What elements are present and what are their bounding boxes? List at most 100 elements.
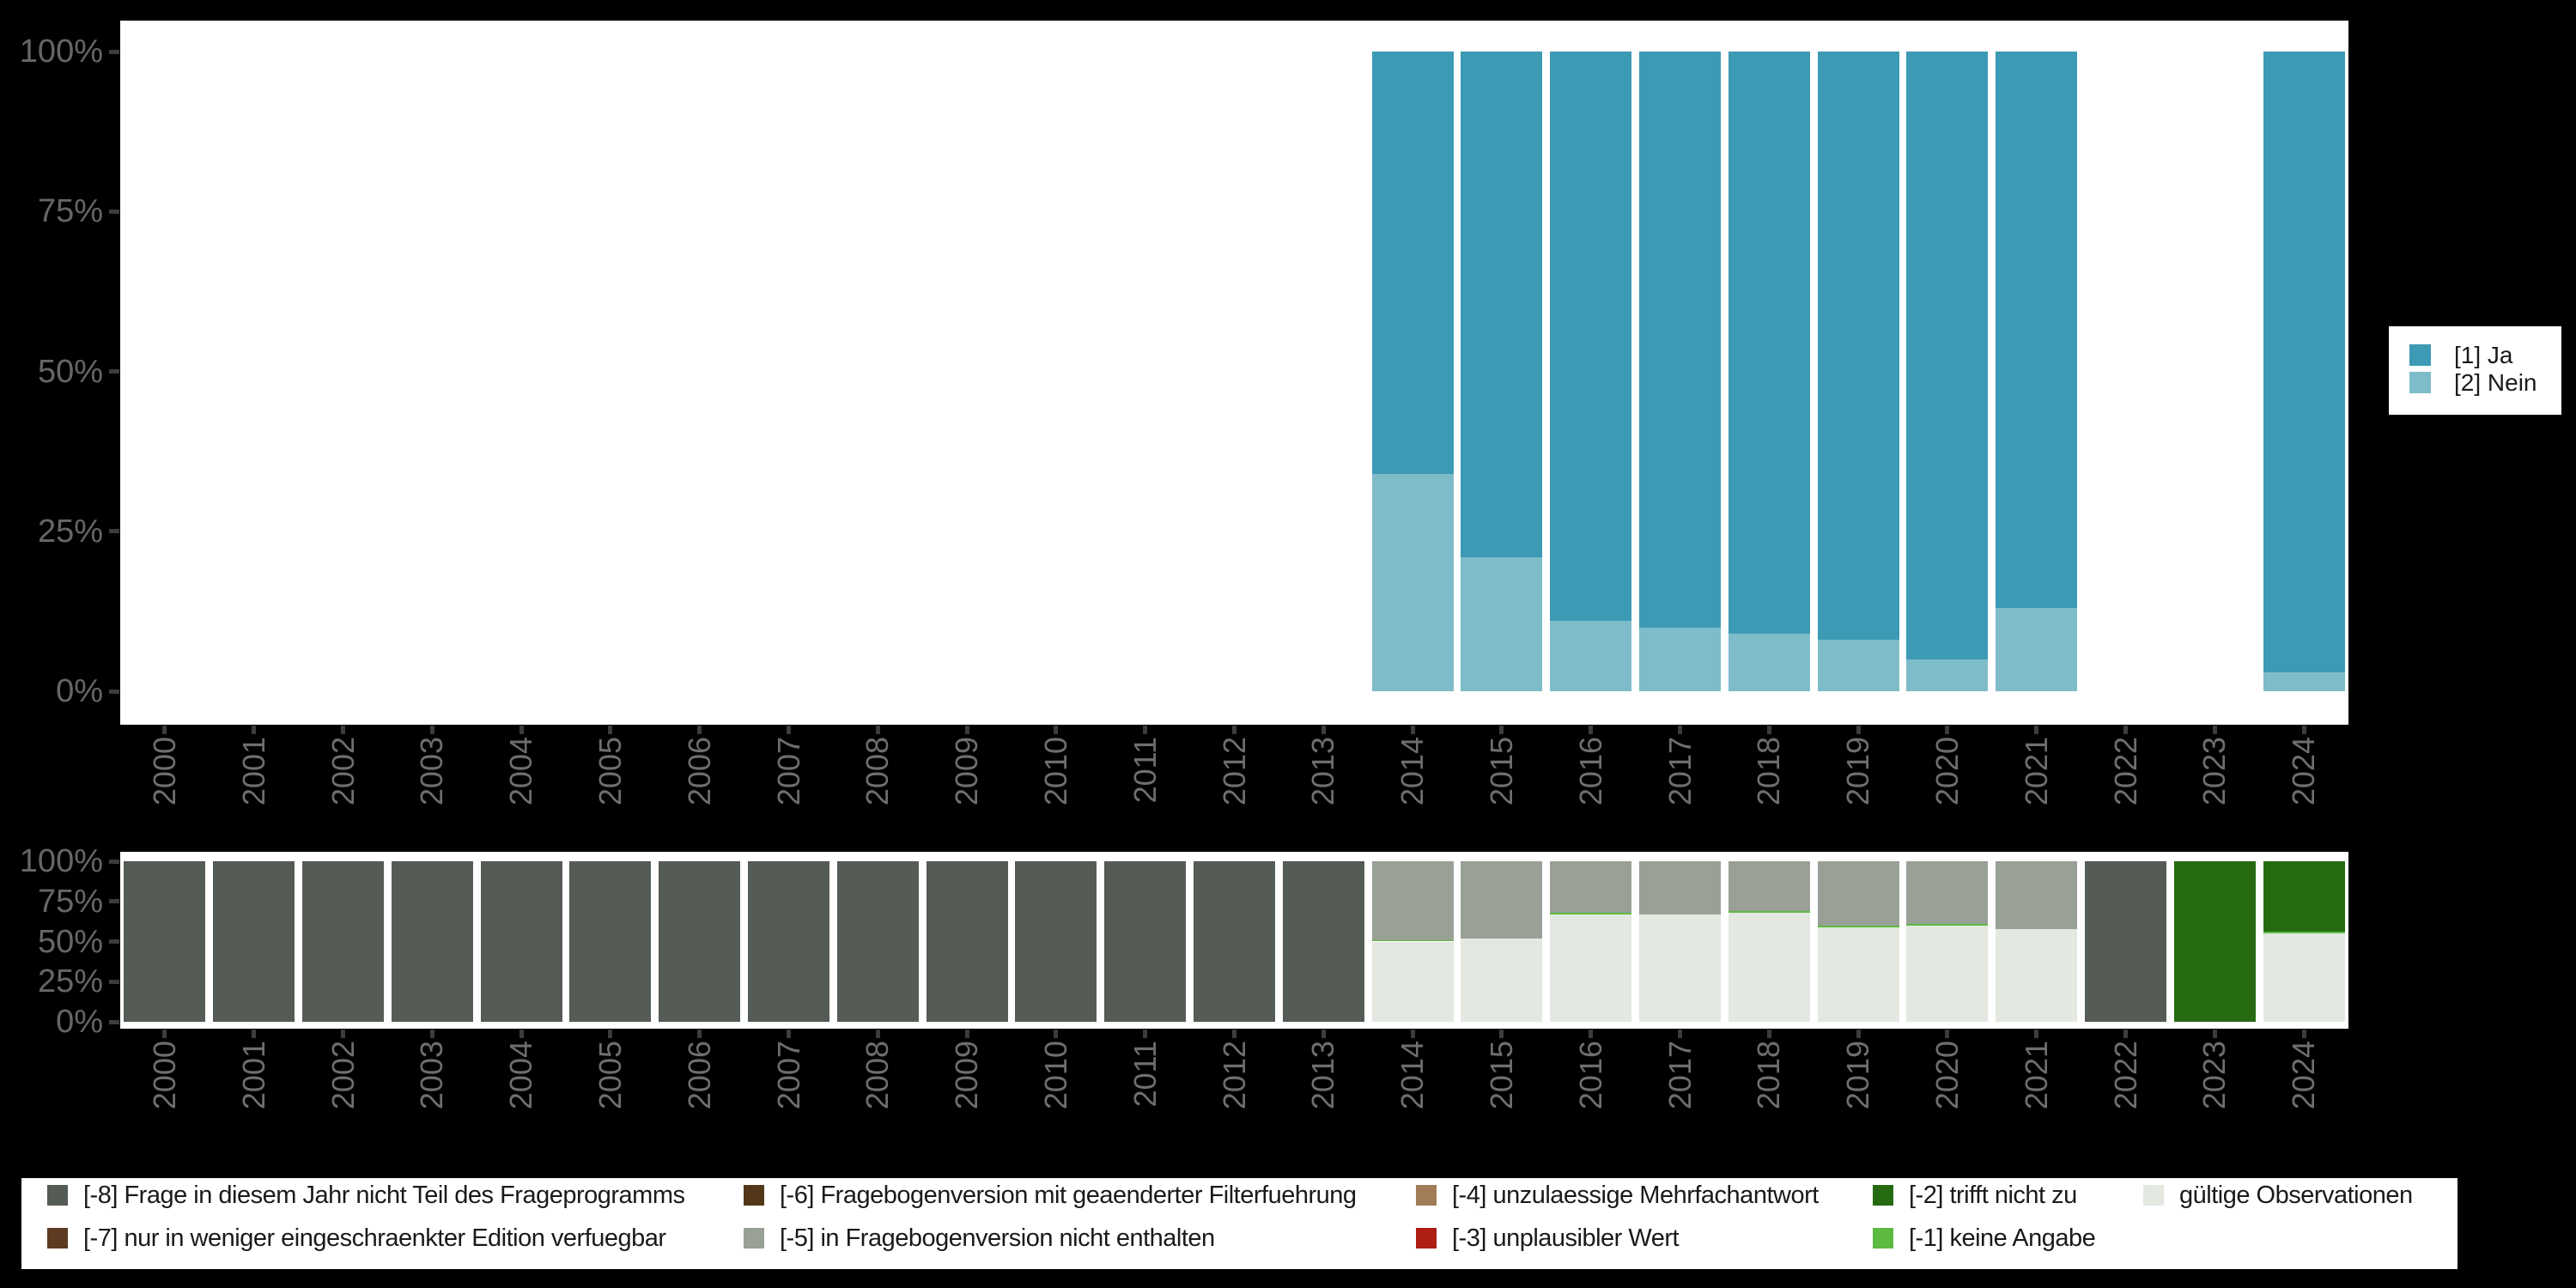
legend-key-m7 <box>47 1228 68 1249</box>
top-x-axis-label: 2004 <box>503 737 539 806</box>
bar-segment-m8-2012 <box>1194 861 1275 1022</box>
bar-segment-m5-2021 <box>1996 861 2078 929</box>
bar-segment-ja-2015 <box>1461 52 1543 557</box>
top-x-axis-label: 2009 <box>949 737 985 806</box>
bottom-x-axis-tick <box>1766 1030 1771 1038</box>
top-y-axis-tick <box>109 49 119 54</box>
bottom-x-axis-tick <box>1143 1030 1148 1038</box>
bottom-y-axis-label: 25% <box>37 963 103 1000</box>
top-x-axis-label: 2002 <box>325 737 361 806</box>
bottom-x-axis-tick <box>1054 1030 1059 1038</box>
bar-segment-m8-2010 <box>1015 861 1097 1022</box>
bottom-y-axis-label: 50% <box>37 923 103 960</box>
bottom-x-axis-tick <box>162 1030 167 1038</box>
top-x-axis-label: 2019 <box>1840 737 1876 806</box>
bottom-y-axis-tick <box>109 859 119 864</box>
bar-segment-valid-2024 <box>2263 933 2345 1022</box>
bottom-x-axis-label: 2006 <box>681 1041 717 1110</box>
top-x-axis-label: 2006 <box>681 737 717 806</box>
bar-segment-m8-2008 <box>836 861 919 1022</box>
bar-segment-nein-2015 <box>1461 556 1543 691</box>
top-y-axis-label: 100% <box>19 33 103 70</box>
bottom-x-axis-tick <box>964 1030 969 1038</box>
bottom-x-axis-label: 2010 <box>1037 1041 1073 1110</box>
bar-segment-m1-2020 <box>1906 923 1989 926</box>
top-y-axis-label: 50% <box>37 353 103 390</box>
top-x-axis-label: 2007 <box>770 737 806 806</box>
top-x-axis-tick <box>429 726 434 734</box>
legend-key-valid <box>2143 1185 2164 1206</box>
top-x-axis-tick <box>1410 726 1415 734</box>
top-x-axis-tick <box>2301 726 2306 734</box>
bar-segment-nein-2017 <box>1639 627 1721 691</box>
top-x-axis-tick <box>341 726 345 734</box>
bar-segment-m8-2007 <box>748 861 829 1022</box>
bar-segment-nein-2016 <box>1550 621 1632 691</box>
bar-segment-m5-2017 <box>1639 861 1721 914</box>
top-x-axis-label: 2008 <box>860 737 896 806</box>
legend-label-ja: [1] Ja <box>2454 342 2513 368</box>
bottom-x-axis-label: 2011 <box>1127 1041 1163 1108</box>
top-x-axis-label: 2011 <box>1127 737 1163 804</box>
bottom-x-axis-tick <box>875 1030 880 1038</box>
legend-label-m3: [-3] unplausibler Wert <box>1452 1224 1680 1252</box>
bottom-x-axis-tick <box>697 1030 702 1038</box>
bottom-x-axis-tick <box>252 1030 257 1038</box>
bottom-x-axis-label: 2000 <box>146 1041 182 1110</box>
bar-segment-valid-2015 <box>1461 938 1543 1022</box>
bar-segment-m8-2001 <box>213 861 295 1022</box>
top-x-axis-label: 2005 <box>592 737 628 806</box>
bar-segment-m2-2023 <box>2173 861 2256 1022</box>
bar-segment-m5-2020 <box>1906 861 1989 924</box>
bottom-x-axis-tick <box>1678 1030 1682 1038</box>
top-x-axis-label: 2012 <box>1216 737 1252 806</box>
top-y-axis-tick <box>109 369 119 374</box>
bar-segment-m2-2024 <box>2263 861 2345 933</box>
bottom-y-axis-tick <box>109 1019 119 1024</box>
bottom-x-axis-label: 2016 <box>1572 1041 1608 1110</box>
top-x-axis-label: 2000 <box>146 737 182 806</box>
bottom-y-axis-label: 100% <box>19 843 103 879</box>
top-x-axis-tick <box>964 726 969 734</box>
bar-segment-ja-2020 <box>1906 52 1989 659</box>
bar-segment-ja-2014 <box>1371 52 1454 474</box>
bottom-x-axis-tick <box>1499 1030 1504 1038</box>
bar-segment-nein-2014 <box>1371 473 1454 691</box>
bottom-y-axis-tick <box>109 939 119 944</box>
top-x-axis-label: 2024 <box>2286 737 2322 806</box>
bar-segment-m1-2024 <box>2263 932 2345 934</box>
top-x-axis-tick <box>1945 726 1950 734</box>
top-x-axis-tick <box>2034 726 2039 734</box>
bar-segment-m8-2002 <box>302 861 384 1022</box>
bottom-x-axis-tick <box>519 1030 524 1038</box>
top-x-axis-tick <box>162 726 167 734</box>
top-x-axis-tick <box>1321 726 1326 734</box>
top-x-axis-tick <box>2123 726 2128 734</box>
bar-segment-nein-2021 <box>1996 608 2078 691</box>
bottom-x-axis-label: 2008 <box>860 1041 896 1110</box>
top-x-axis-tick <box>252 726 257 734</box>
bar-segment-valid-2014 <box>1371 941 1454 1022</box>
top-x-axis-tick <box>1499 726 1504 734</box>
bar-segment-nein-2024 <box>2263 671 2345 691</box>
legend-key-m1 <box>1873 1228 1893 1249</box>
bar-segment-valid-2016 <box>1550 914 1632 1022</box>
top-x-axis-label: 2001 <box>235 737 271 806</box>
bar-segment-ja-2018 <box>1728 52 1810 634</box>
top-x-axis-label: 2020 <box>1929 737 1965 806</box>
bar-segment-m8-2011 <box>1104 861 1187 1022</box>
bar-segment-valid-2018 <box>1728 912 1810 1022</box>
bottom-x-axis-tick <box>2301 1030 2306 1038</box>
bottom-y-axis-label: 75% <box>37 883 103 920</box>
bottom-x-axis-label: 2013 <box>1305 1041 1341 1110</box>
top-x-axis-tick <box>1232 726 1236 734</box>
top-x-axis-label: 2003 <box>414 737 450 806</box>
bottom-x-axis-tick <box>429 1030 434 1038</box>
legend-key-m3 <box>1416 1228 1437 1249</box>
bottom-x-axis-label: 2004 <box>503 1041 539 1110</box>
bar-segment-valid-2019 <box>1817 927 1899 1022</box>
legend-label-m8: [-8] Frage in diesem Jahr nicht Teil des… <box>83 1182 685 1209</box>
top-y-axis-tick <box>109 529 119 534</box>
top-x-axis-label: 2022 <box>2107 737 2143 806</box>
bar-segment-m5-2019 <box>1817 861 1899 926</box>
